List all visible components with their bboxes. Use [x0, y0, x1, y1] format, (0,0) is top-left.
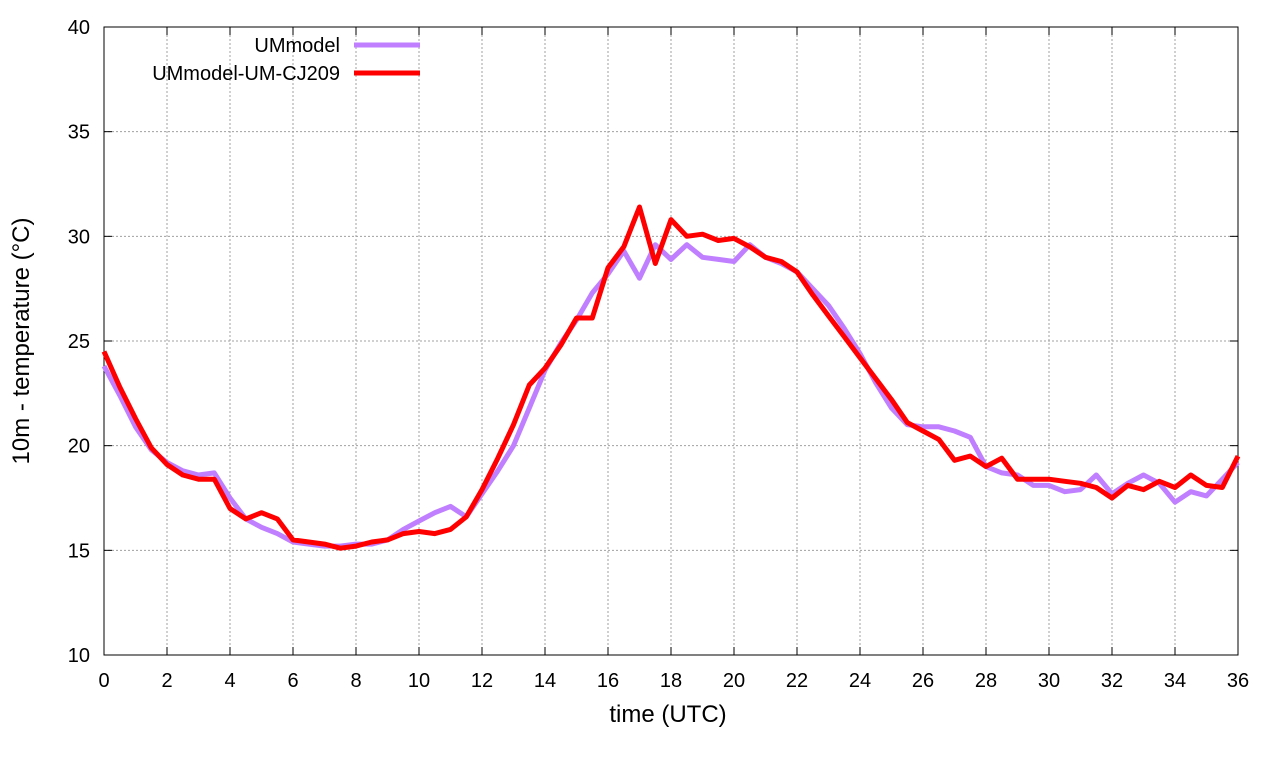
x-tick-label: 14: [534, 670, 556, 692]
y-tick-label: 25: [68, 331, 90, 353]
x-tick-label: 20: [723, 670, 745, 692]
x-tick-label: 34: [1164, 670, 1186, 692]
x-tick-label: 24: [849, 670, 871, 692]
x-tick-label: 2: [161, 670, 172, 692]
x-tick-label: 22: [786, 670, 808, 692]
x-tick-label: 8: [350, 670, 361, 692]
y-tick-label: 35: [68, 122, 90, 144]
legend: UMmodel UMmodel-UM-CJ209: [152, 35, 420, 85]
y-tick-label: 10: [68, 645, 90, 667]
series-line-2: [101, 204, 1241, 551]
x-tick-label: 18: [660, 670, 682, 692]
grid: [104, 27, 1238, 655]
x-tick-label: 36: [1227, 670, 1249, 692]
y-tick-label: 30: [68, 226, 90, 248]
axis-ticks: 0 2 4 6 8 10 12 14 16 18 20 22 24 26 28 30 32 34 361015202…: [68, 17, 1249, 692]
x-tick-label: 4: [224, 670, 235, 692]
legend-label-2: UMmodel-UM-CJ209: [152, 63, 340, 85]
x-axis-title: time (UTC): [609, 701, 726, 728]
x-tick-label: 10: [408, 670, 430, 692]
x-tick-label: 26: [912, 670, 934, 692]
y-axis-title: 10m - temperature (°C): [8, 218, 35, 465]
series-lines: [101, 204, 1241, 551]
legend-label-1: UMmodel: [254, 35, 340, 57]
x-tick-label: 16: [597, 670, 619, 692]
x-tick-label: 28: [975, 670, 997, 692]
y-tick-label: 15: [68, 540, 90, 562]
x-tick-label: 30: [1038, 670, 1060, 692]
x-tick-label: 6: [287, 670, 298, 692]
y-tick-label: 40: [68, 17, 90, 39]
y-tick-label: 20: [68, 436, 90, 458]
x-tick-label: 12: [471, 670, 493, 692]
x-tick-label: 32: [1101, 670, 1123, 692]
x-tick-label: 0: [98, 670, 109, 692]
